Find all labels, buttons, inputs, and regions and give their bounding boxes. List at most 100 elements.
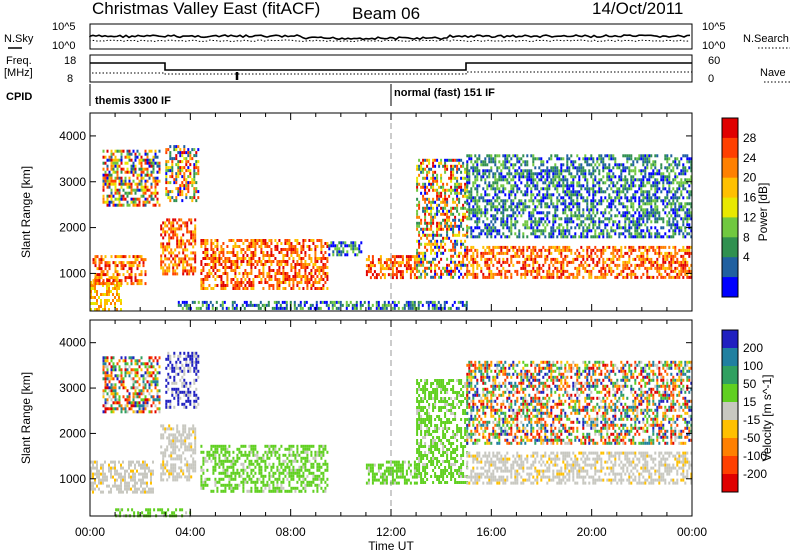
range-time-cell bbox=[208, 284, 211, 287]
range-time-cell bbox=[104, 170, 107, 174]
range-time-cell bbox=[167, 166, 170, 170]
range-time-cell bbox=[446, 158, 449, 162]
range-time-cell bbox=[260, 239, 263, 242]
range-time-cell bbox=[486, 223, 489, 227]
range-time-cell bbox=[664, 187, 667, 191]
range-time-cell bbox=[407, 306, 410, 310]
range-time-cell bbox=[114, 287, 116, 290]
range-time-cell bbox=[686, 272, 689, 276]
range-time-cell bbox=[262, 242, 265, 245]
range-time-cell bbox=[650, 275, 653, 279]
range-time-cell bbox=[566, 160, 569, 164]
range-time-cell bbox=[442, 272, 445, 276]
range-time-cell bbox=[588, 190, 591, 194]
range-time-cell bbox=[468, 193, 471, 197]
range-time-cell bbox=[568, 202, 571, 206]
range-time-cell bbox=[484, 193, 487, 197]
range-time-cell bbox=[682, 269, 685, 273]
range-time-cell bbox=[436, 206, 439, 210]
range-time-cell bbox=[96, 276, 99, 280]
nave-tick-top: 60 bbox=[708, 55, 720, 67]
range-time-cell bbox=[184, 254, 187, 258]
range-time-cell bbox=[676, 251, 679, 255]
range-time-cell bbox=[405, 267, 408, 271]
range-time-cell bbox=[118, 191, 121, 195]
range-time-cell bbox=[220, 257, 223, 260]
range-time-cell bbox=[688, 245, 691, 249]
range-time-cell bbox=[454, 182, 457, 186]
range-time-cell bbox=[676, 157, 679, 161]
range-time-cell bbox=[640, 254, 643, 258]
range-time-cell bbox=[494, 217, 497, 221]
range-time-cell bbox=[152, 179, 155, 183]
range-time-cell bbox=[496, 245, 499, 249]
range-time-cell bbox=[580, 232, 583, 236]
range-time-cell bbox=[556, 172, 559, 176]
range-time-cell bbox=[478, 172, 481, 176]
range-time-cell bbox=[173, 178, 176, 182]
range-time-cell bbox=[598, 226, 601, 230]
range-time-cell bbox=[628, 172, 631, 176]
range-time-cell bbox=[165, 163, 168, 167]
range-time-cell bbox=[383, 261, 386, 265]
range-time-cell bbox=[130, 267, 133, 271]
range-time-cell bbox=[371, 255, 374, 259]
range-time-cell bbox=[209, 300, 212, 304]
range-time-cell bbox=[656, 245, 659, 249]
range-time-cell bbox=[314, 272, 317, 275]
range-time-cell bbox=[566, 166, 569, 170]
range-time-cell bbox=[193, 193, 196, 197]
range-time-cell bbox=[391, 261, 394, 265]
range-time-cell bbox=[680, 254, 683, 258]
range-time-cell bbox=[177, 160, 180, 164]
range-time-cell bbox=[440, 185, 443, 189]
range-time-cell bbox=[280, 272, 283, 275]
range-time-cell bbox=[492, 229, 495, 233]
range-time-cell bbox=[596, 254, 599, 258]
range-time-cell bbox=[680, 184, 683, 188]
range-time-cell bbox=[556, 266, 559, 270]
range-time-cell bbox=[522, 208, 525, 212]
range-time-cell bbox=[648, 160, 651, 164]
range-time-cell bbox=[204, 254, 207, 257]
range-time-cell bbox=[106, 164, 109, 168]
range-time-cell bbox=[592, 266, 595, 270]
range-time-cell bbox=[686, 178, 689, 182]
range-time-cell bbox=[684, 263, 687, 267]
range-time-cell bbox=[512, 154, 515, 158]
range-time-cell bbox=[642, 169, 645, 173]
range-time-cell bbox=[318, 269, 321, 272]
range-time-cell bbox=[248, 245, 251, 248]
range-time-cell bbox=[502, 154, 505, 158]
range-time-cell bbox=[566, 205, 569, 209]
range-time-cell bbox=[288, 245, 291, 248]
range-time-cell bbox=[174, 230, 177, 234]
range-time-cell bbox=[448, 176, 451, 180]
range-time-cell bbox=[466, 251, 469, 255]
range-time-cell bbox=[624, 169, 627, 173]
range-time-cell bbox=[564, 269, 567, 273]
range-time-cell bbox=[646, 181, 649, 185]
range-time-cell bbox=[446, 272, 449, 276]
range-time-cell bbox=[502, 190, 505, 194]
range-time-cell bbox=[516, 190, 519, 194]
range-time-cell bbox=[426, 209, 429, 213]
range-time-cell bbox=[584, 235, 587, 239]
range-time-cell bbox=[120, 197, 123, 201]
range-time-cell bbox=[359, 306, 362, 310]
range-time-cell bbox=[506, 199, 509, 203]
range-time-cell bbox=[648, 202, 651, 206]
range-time-cell bbox=[534, 254, 537, 258]
range-time-cell bbox=[165, 181, 168, 185]
range-time-cell bbox=[134, 197, 137, 201]
range-time-cell bbox=[427, 303, 430, 307]
range-time-cell bbox=[508, 205, 511, 209]
range-time-cell bbox=[405, 300, 408, 304]
range-time-cell bbox=[118, 279, 121, 283]
range-time-cell bbox=[250, 263, 253, 266]
range-time-cell bbox=[336, 250, 339, 254]
range-time-cell bbox=[446, 236, 449, 240]
range-time-cell bbox=[444, 200, 447, 204]
range-time-cell bbox=[314, 257, 317, 260]
range-time-cell bbox=[440, 242, 443, 246]
